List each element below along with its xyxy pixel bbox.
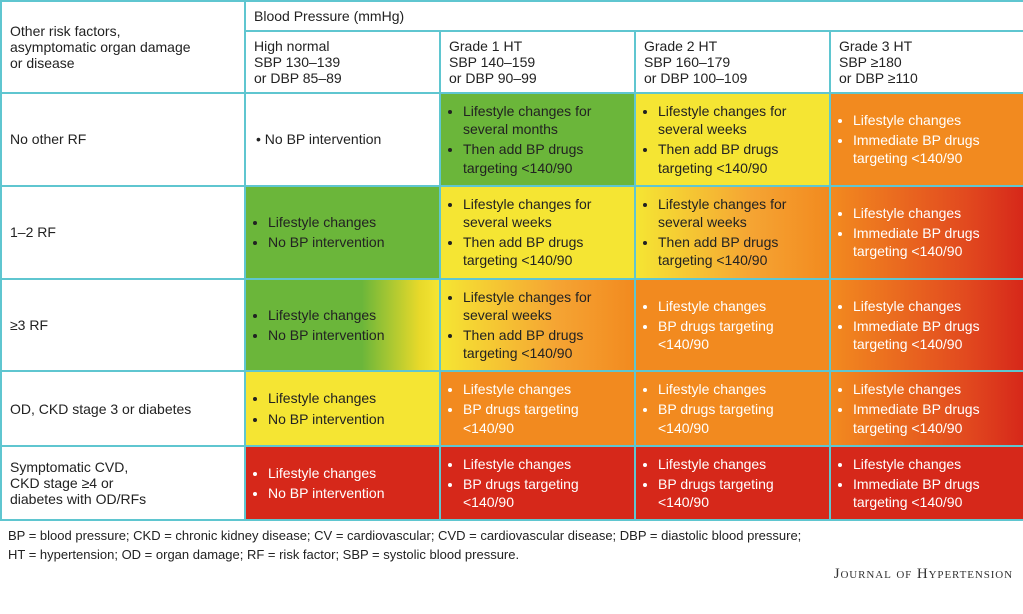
cell-item: Immediate BP drugs targeting <140/90	[853, 131, 1015, 167]
cell-item: Lifestyle changes	[853, 380, 1015, 398]
col-grade3: Grade 3 HT SBP ≥180 or DBP ≥110	[830, 31, 1023, 93]
cell-item: BP drugs targeting <140/90	[658, 400, 821, 436]
row-header-line1: Other risk factors,	[10, 23, 120, 39]
cell: Lifestyle changes Immediate BP drugs targ…	[830, 446, 1023, 521]
cell-item: Immediate BP drugs targeting <140/90	[853, 224, 1015, 260]
cell: Lifestyle changes BP drugs targeting <140…	[440, 371, 635, 446]
bp-title: Blood Pressure (mmHg)	[245, 1, 1023, 31]
table-body: No other RF• No BP interventionLifestyle…	[1, 93, 1023, 520]
cell: Lifestyle changes BP drugs targeting <140…	[635, 371, 830, 446]
col-high-normal: High normal SBP 130–139 or DBP 85–89	[245, 31, 440, 93]
cell-item: Then add BP drugs targeting <140/90	[463, 140, 626, 176]
cell-item: Lifestyle changes	[463, 380, 626, 398]
cell-item: No BP intervention	[268, 410, 431, 428]
table-row: No other RF• No BP interventionLifestyle…	[1, 93, 1023, 186]
cell-item: Lifestyle changes for several weeks	[463, 288, 626, 324]
cell: Lifestyle changes No BP intervention	[245, 186, 440, 279]
cell-item: Then add BP drugs targeting <140/90	[658, 233, 821, 269]
legend-line1: BP = blood pressure; CKD = chronic kidne…	[8, 528, 801, 543]
cell-item: Lifestyle changes	[268, 306, 431, 324]
cell-item: No BP intervention	[268, 326, 431, 344]
cell: Lifestyle changes Immediate BP drugs targ…	[830, 279, 1023, 372]
row-header-line2: asymptomatic organ damage	[10, 39, 191, 55]
cell: • No BP intervention	[245, 93, 440, 186]
cell-item: Lifestyle changes	[658, 380, 821, 398]
cell: Lifestyle changes for several weeksThen …	[440, 279, 635, 372]
cell-item: Lifestyle changes	[853, 455, 1015, 473]
cell-item: Immediate BP drugs targeting <140/90	[853, 400, 1015, 436]
cell-item: BP drugs targeting <140/90	[463, 400, 626, 436]
cell-item: Then add BP drugs targeting <140/90	[658, 140, 821, 176]
cell: Lifestyle changes for several monthsThen…	[440, 93, 635, 186]
row-label: 1–2 RF	[1, 186, 245, 279]
cell: Lifestyle changes Immediate BP drugs targ…	[830, 93, 1023, 186]
table-row: ≥3 RF Lifestyle changes No BP intervention…	[1, 279, 1023, 372]
cell-item: BP drugs targeting <140/90	[658, 475, 821, 511]
table-row: 1–2 RF Lifestyle changes No BP interventio…	[1, 186, 1023, 279]
cell-item: Lifestyle changes	[268, 464, 431, 482]
cell: Lifestyle changes for several weeksThen …	[440, 186, 635, 279]
row-label: ≥3 RF	[1, 279, 245, 372]
cell-item: Lifestyle changes	[853, 204, 1015, 222]
cell-item: Lifestyle changes for several weeks	[658, 195, 821, 231]
cell: Lifestyle changes Immediate BP drugs targ…	[830, 371, 1023, 446]
cell: Lifestyle changes BP drugs targeting <140…	[635, 446, 830, 521]
cell-item: Lifestyle changes	[463, 455, 626, 473]
table-row: Symptomatic CVD,CKD stage ≥4 ordiabetes …	[1, 446, 1023, 521]
cell-item: No BP intervention	[268, 484, 431, 502]
cell: Lifestyle changes for several weeksThen …	[635, 93, 830, 186]
cell: Lifestyle changes No BP intervention	[245, 371, 440, 446]
cell-item: Lifestyle changes for several weeks	[658, 102, 821, 138]
cell-item: Lifestyle changes for several months	[463, 102, 626, 138]
cell: Lifestyle changes No BP intervention	[245, 279, 440, 372]
col-grade2: Grade 2 HT SBP 160–179 or DBP 100–109	[635, 31, 830, 93]
table-row: OD, CKD stage 3 or diabetesLifestyle cha…	[1, 371, 1023, 446]
cell-item: Immediate BP drugs targeting <140/90	[853, 475, 1015, 511]
cell-item: Lifestyle changes	[268, 213, 431, 231]
cell-item: BP drugs targeting <140/90	[658, 317, 821, 353]
cell-item: Lifestyle changes	[268, 389, 431, 407]
col-grade1: Grade 1 HT SBP 140–159 or DBP 90–99	[440, 31, 635, 93]
legend-line2: HT = hypertension; OD = organ damage; RF…	[8, 547, 519, 562]
cell-item: Lifestyle changes	[658, 455, 821, 473]
cell: Lifestyle changes Immediate BP drugs targ…	[830, 186, 1023, 279]
row-header-title: Other risk factors, asymptomatic organ d…	[1, 1, 245, 93]
cell: Lifestyle changes BP drugs targeting <140…	[635, 279, 830, 372]
cell-item: Then add BP drugs targeting <140/90	[463, 326, 626, 362]
cell-item: BP drugs targeting <140/90	[463, 475, 626, 511]
legend: BP = blood pressure; CKD = chronic kidne…	[0, 521, 1023, 565]
cell-item: Lifestyle changes	[853, 111, 1015, 129]
row-label: No other RF	[1, 93, 245, 186]
row-header-line3: or disease	[10, 55, 75, 71]
cell-item: Immediate BP drugs targeting <140/90	[853, 317, 1015, 353]
cell: Lifestyle changes No BP intervention	[245, 446, 440, 521]
row-label: OD, CKD stage 3 or diabetes	[1, 371, 245, 446]
cell-item: Then add BP drugs targeting <140/90	[463, 233, 626, 269]
cell: Lifestyle changes for several weeksThen …	[635, 186, 830, 279]
cell-item: No BP intervention	[268, 233, 431, 251]
cell-item: Lifestyle changes	[853, 297, 1015, 315]
cell-item: Lifestyle changes for several weeks	[463, 195, 626, 231]
cell: Lifestyle changes BP drugs targeting <140…	[440, 446, 635, 521]
cell-item: Lifestyle changes	[658, 297, 821, 315]
journal-name: Journal of Hypertension	[0, 566, 1023, 589]
bp-risk-table: Other risk factors, asymptomatic organ d…	[0, 0, 1023, 521]
row-label: Symptomatic CVD,CKD stage ≥4 ordiabetes …	[1, 446, 245, 521]
